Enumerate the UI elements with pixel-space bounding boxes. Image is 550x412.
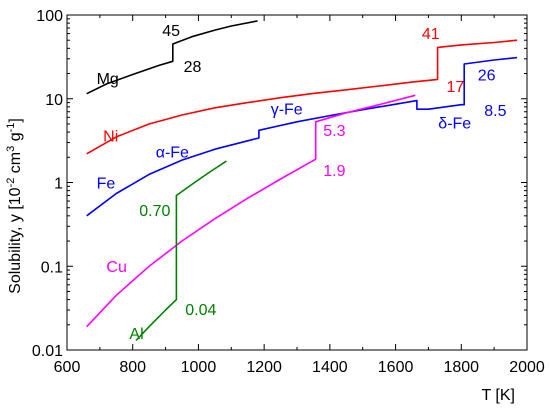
y-axis-label-sup3: -1 bbox=[5, 123, 17, 133]
y-axis-label-mid: cm bbox=[7, 152, 24, 178]
series-line-ni bbox=[86, 39, 518, 155]
x-tick-label: 1200 bbox=[246, 359, 282, 376]
annotation-label: Ni bbox=[103, 128, 118, 145]
y-axis-label-main: Solubility, y [10 bbox=[7, 187, 24, 294]
axes: 600 800 1000 1200 1400 1600 1800 2000 0.01 0.1 1 10… bbox=[32, 8, 545, 376]
annotation-label: 17 bbox=[447, 79, 465, 96]
x-tick-label: 2000 bbox=[509, 359, 545, 376]
y-axis-label-mid2: g bbox=[7, 132, 24, 145]
y-tick-label: 10 bbox=[45, 92, 63, 109]
annotation-label: α-Fe bbox=[156, 144, 189, 161]
series-line-cu bbox=[86, 94, 416, 328]
annotation-label: 1.9 bbox=[323, 163, 345, 180]
x-tick-label: 600 bbox=[54, 359, 81, 376]
y-tick-label: 100 bbox=[36, 8, 63, 25]
annotation-label: δ-Fe bbox=[438, 116, 471, 133]
annotation-label: 26 bbox=[478, 68, 496, 85]
annotations: Mg 45 28 Ni 41 17 α-Fe γ-Fe Fe 26 δ-Fe 8.5 5.3 1.9 Cu 0… bbox=[97, 23, 507, 343]
x-tick-label: 1000 bbox=[181, 359, 217, 376]
annotation-label: 28 bbox=[184, 59, 202, 76]
annotation-label: Al bbox=[129, 326, 143, 343]
x-tick-label: 1600 bbox=[378, 359, 414, 376]
series-line-mg bbox=[86, 20, 258, 95]
annotation-label: Cu bbox=[106, 259, 126, 276]
annotation-label: 41 bbox=[422, 26, 440, 43]
annotation-label: 8.5 bbox=[484, 103, 506, 120]
annotation-label: 0.70 bbox=[139, 203, 170, 220]
y-tick-label: 1 bbox=[54, 176, 63, 193]
y-tick-label: 0.01 bbox=[32, 343, 63, 360]
series-line-al bbox=[135, 160, 227, 342]
annotation-label: Fe bbox=[97, 175, 116, 192]
x-tick-label: 1800 bbox=[443, 359, 479, 376]
y-axis-label-end: ] bbox=[7, 118, 24, 122]
x-tick-label: 1400 bbox=[312, 359, 348, 376]
annotation-label: 5.3 bbox=[323, 123, 345, 140]
y-axis-label-sup1: -2 bbox=[5, 178, 17, 188]
y-axis-label-sup2: 3 bbox=[5, 146, 17, 152]
y-tick-label: 0.1 bbox=[41, 259, 63, 276]
annotation-label: 45 bbox=[162, 23, 180, 40]
x-axis-label: T [K] bbox=[482, 387, 516, 404]
x-tick-label: 800 bbox=[119, 359, 146, 376]
annotation-label: γ-Fe bbox=[271, 101, 303, 118]
annotation-label: Mg bbox=[97, 71, 119, 88]
annotation-label: 0.04 bbox=[185, 302, 216, 319]
series-layer bbox=[86, 20, 518, 342]
y-axis-label: Solubility, y [10-2 cm3 g-1] bbox=[5, 118, 24, 294]
